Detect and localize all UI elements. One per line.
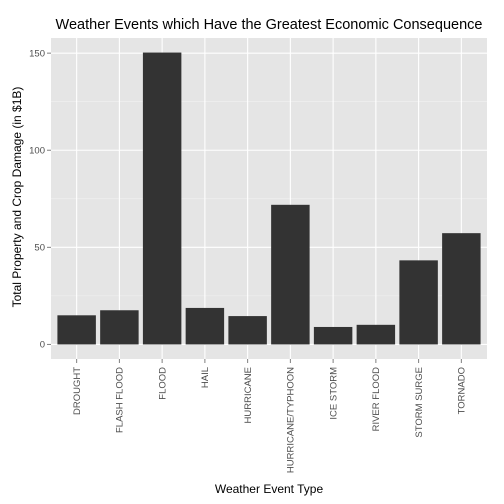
x-tick-label: HURRICANE <box>243 367 254 423</box>
y-tick-label: 100 <box>29 146 45 157</box>
y-tick-label: 0 <box>40 340 45 351</box>
chart-title: Weather Events which Have the Greatest E… <box>56 17 483 33</box>
bar-tornado <box>442 233 481 345</box>
y-axis-ticks: 0 50 100 150 <box>29 48 51 351</box>
bar-river-flood <box>356 324 396 345</box>
x-tick-label: ICE STORM <box>328 367 339 420</box>
bar-hurricane-typhoon <box>271 204 310 345</box>
x-tick-label: DROUGHT <box>72 367 83 415</box>
y-tick-label: 150 <box>29 48 45 59</box>
x-axis-title: Weather Event Type <box>215 482 324 496</box>
bar-storm-surge <box>399 260 438 345</box>
x-tick-label: HAIL <box>200 367 211 388</box>
bars <box>57 52 481 345</box>
x-tick-label: HURRICANE/TYPHOON <box>286 367 297 473</box>
x-tick-label: RIVER FLOOD <box>371 367 382 432</box>
bar-hurricane <box>228 316 267 345</box>
y-axis-title: Total Property and Crop Damage (in $1B) <box>10 87 24 308</box>
x-tick-label: FLASH FLOOD <box>115 367 126 433</box>
x-tick-label: TORNADO <box>457 367 468 414</box>
bar-flood <box>142 52 182 345</box>
bar-hail <box>185 307 225 345</box>
y-tick-label: 50 <box>34 243 45 254</box>
x-axis-ticks: DROUGHT FLASH FLOOD FLOOD HAIL HURRICANE HURR… <box>72 359 468 473</box>
bar-drought <box>57 315 96 345</box>
x-tick-label: FLOOD <box>157 367 168 400</box>
x-tick-label: STORM SURGE <box>414 367 425 438</box>
bar-ice-storm <box>313 326 353 345</box>
bar-flash-flood <box>100 310 139 345</box>
